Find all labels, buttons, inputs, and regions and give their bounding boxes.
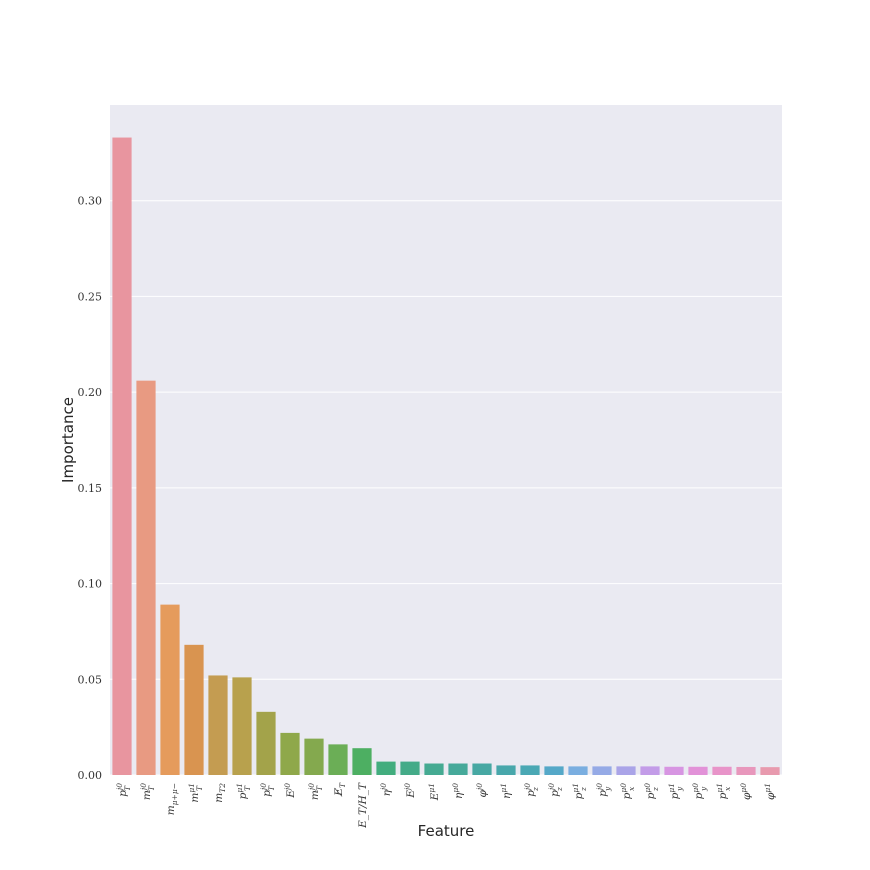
x-tick-label: Eμ1: [427, 783, 441, 801]
bar: [568, 766, 588, 775]
x-tick-label: pj0T: [259, 783, 276, 797]
plot-background: [110, 105, 782, 775]
x-tick-label: φμ0: [739, 783, 753, 800]
x-tick-label: pj0T: [115, 783, 132, 797]
x-tick-label: φμ1: [763, 783, 777, 800]
y-tick-label: 0.05: [78, 673, 103, 686]
x-tick-label: Ej0: [403, 783, 417, 799]
x-tick-label: E_T/H_T: [357, 782, 369, 829]
bar: [160, 604, 180, 775]
x-tick-label: pμ0x: [619, 783, 636, 800]
bars: [112, 137, 780, 776]
bar: [280, 732, 300, 775]
x-tick-label: mμ1T: [187, 783, 204, 803]
x-tick-label: pμ1z: [571, 783, 588, 799]
x-tick-label: φj0: [475, 783, 489, 798]
x-axis-label: Feature: [418, 822, 475, 840]
bar: [736, 766, 756, 775]
x-tick-label: mT2: [213, 783, 227, 803]
bar: [544, 766, 564, 775]
x-tick-label: ημ0: [451, 783, 465, 799]
bar: [712, 766, 732, 775]
bar: [664, 766, 684, 775]
bar: [688, 766, 708, 775]
bar: [328, 744, 348, 775]
bar: [760, 767, 780, 775]
bar: [208, 675, 228, 775]
bar: [304, 738, 324, 775]
x-tick-label: pj0z: [547, 783, 564, 797]
x-tick-label: pμ0y: [691, 783, 708, 800]
x-tick-label: mj0T: [139, 783, 156, 800]
x-tick-label: pj0y: [595, 783, 612, 797]
x-tick-label: pμ1x: [715, 783, 732, 799]
y-tick-label: 0.00: [78, 769, 103, 782]
x-tick-label: mj0T: [307, 783, 324, 800]
y-tick-label: 0.10: [78, 578, 103, 591]
bar: [448, 763, 468, 775]
bar: [496, 765, 516, 775]
bar: [616, 766, 636, 775]
y-tick-label: 0.15: [78, 482, 103, 495]
bar: [232, 677, 252, 775]
y-tick-label: 0.30: [78, 195, 103, 208]
x-tick-label: mμ+μ−: [165, 783, 179, 815]
bar: [184, 644, 204, 775]
x-tick-label: pμ0z: [643, 783, 660, 800]
x-tick-label: E̸T: [333, 782, 347, 797]
x-tick-label: Ej0: [283, 783, 297, 799]
bar: [136, 380, 156, 775]
bar: [472, 763, 492, 775]
x-tick-label: ημ1: [499, 783, 513, 799]
y-tick-label: 0.25: [78, 290, 103, 303]
bar: [400, 761, 420, 775]
x-tick-label: pμ1T: [235, 783, 252, 799]
bar: [352, 748, 372, 775]
bar: [376, 761, 396, 775]
bar: [112, 137, 132, 776]
bar: [592, 766, 612, 775]
bar: [520, 765, 540, 775]
x-tick-label: pμ1y: [667, 783, 684, 799]
y-axis-label: Importance: [59, 397, 77, 483]
y-axis-ticks: 0.00 0.05 0.10 0.15 0.20 0.25 0.30: [78, 195, 103, 782]
x-tick-label: ηj0: [379, 783, 393, 797]
bar: [424, 763, 444, 775]
x-axis-ticks: pj0T mj0T mμ+μ− mμ1T mT2 pμ1T pj0T Ej0 mj0T E̸T E_…: [115, 782, 777, 829]
y-tick-label: 0.20: [78, 386, 103, 399]
x-tick-label: pj0z: [523, 783, 540, 797]
bar: [640, 766, 660, 775]
bar: [256, 711, 276, 775]
